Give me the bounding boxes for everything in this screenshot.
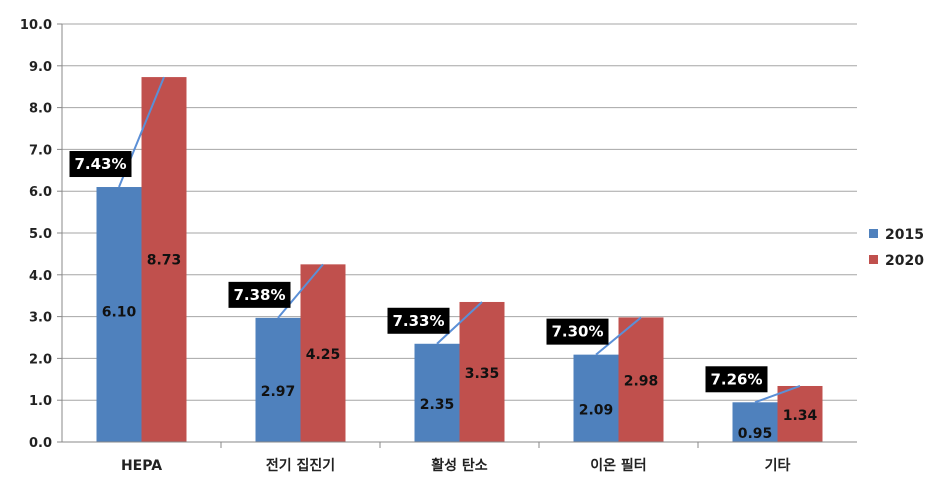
- x-axis-category-labels: HEPA 전기 집진기 활성 탄소 이온 필터 기타: [121, 457, 791, 474]
- growth-label: 7.38%: [233, 286, 285, 304]
- value-labels: 6.10 8.73 2.97 4.25 2.35 3.35 2.09 2.98 0.95 1.34: [102, 252, 818, 442]
- bar-2020: [618, 317, 664, 442]
- growth-line: [436, 301, 483, 345]
- growth-labels: 7.43% 7.38% 7.33% 7.30% 7.26%: [69, 151, 768, 393]
- bar-2015: [96, 187, 142, 442]
- bar-2020: [141, 77, 187, 442]
- x-category-label: 활성 탄소: [431, 457, 488, 474]
- y-tick-label: 6.0: [29, 185, 52, 200]
- x-category-label: 기타: [765, 458, 791, 474]
- y-axis-tick-labels: 0.0 1.0 2.0 3.0 4.0 5.0 6.0 7.0 8.0 9.0 10.0: [20, 18, 52, 451]
- legend: 2015 2020: [869, 227, 924, 269]
- bar-2020: [300, 264, 346, 442]
- y-tick-label: 4.0: [29, 269, 52, 284]
- value-label-2015: 2.09: [579, 402, 614, 418]
- y-tick-label: 10.0: [20, 18, 52, 33]
- bar-2020: [777, 385, 823, 442]
- legend-label-2020: 2020: [885, 253, 924, 269]
- value-label-2020: 4.25: [306, 347, 341, 363]
- growth-label: 7.26%: [710, 370, 762, 388]
- growth-label: 7.33%: [392, 312, 444, 330]
- y-tick-label: 1.0: [29, 394, 52, 409]
- y-tick-label: 0.0: [29, 436, 52, 451]
- y-tick-label: 3.0: [29, 311, 52, 326]
- bar-2015: [573, 354, 619, 442]
- x-category-label: HEPA: [121, 458, 162, 474]
- bars: [96, 77, 823, 442]
- growth-label-box: [705, 366, 768, 393]
- value-label-2015: 0.95: [738, 426, 773, 442]
- y-tick-label: 5.0: [29, 227, 52, 242]
- value-label-2020: 3.35: [465, 366, 500, 382]
- growth-line: [595, 316, 642, 356]
- bar-2020: [459, 301, 505, 442]
- bar-2015: [732, 402, 778, 442]
- bar-2015: [255, 317, 301, 442]
- value-label-2015: 2.35: [420, 397, 455, 413]
- y-tick-label: 9.0: [29, 60, 52, 75]
- legend-swatch-2015: [869, 229, 878, 238]
- value-label-2015: 6.10: [102, 305, 137, 321]
- axes: [61, 24, 857, 448]
- legend-swatch-2020: [869, 255, 878, 264]
- y-tick-label: 7.0: [29, 143, 52, 158]
- growth-label-box: [546, 318, 609, 345]
- growth-label: 7.43%: [74, 155, 126, 173]
- value-label-2020: 2.98: [624, 374, 659, 390]
- bar-2015: [414, 343, 460, 442]
- y-tick-label: 8.0: [29, 102, 52, 117]
- x-category-label: 전기 집진기: [266, 457, 335, 474]
- growth-line: [754, 385, 801, 404]
- x-category-label: 이온 필터: [590, 457, 646, 474]
- value-label-2015: 2.97: [261, 384, 296, 400]
- growth-label-box: [387, 307, 450, 334]
- value-label-2020: 8.73: [147, 252, 182, 268]
- growth-label: 7.30%: [551, 323, 603, 341]
- growth-label-box: [69, 151, 132, 178]
- y-tick-label: 2.0: [29, 352, 52, 367]
- value-label-2020: 1.34: [783, 408, 818, 424]
- growth-line: [277, 263, 324, 319]
- growth-label-box: [228, 281, 291, 308]
- legend-label-2015: 2015: [885, 227, 924, 243]
